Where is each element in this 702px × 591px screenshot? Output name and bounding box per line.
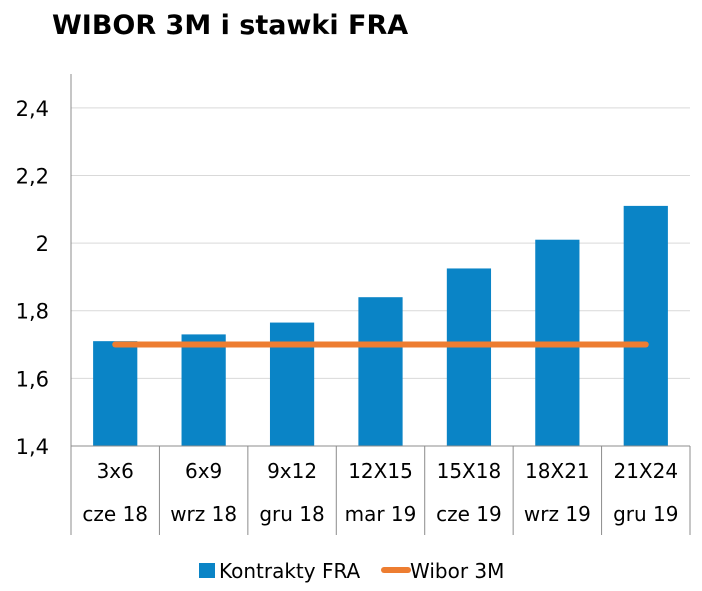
legend-label: Kontrakty FRA	[219, 559, 361, 583]
x-date-label: gru 18	[259, 502, 324, 526]
bar-series	[93, 205, 668, 446]
legend: Kontrakty FRA Wibor 3M	[199, 559, 504, 583]
bar	[358, 297, 403, 446]
bar	[181, 334, 226, 446]
y-tick-label: 2	[36, 232, 49, 256]
x-date-label: cze 19	[436, 502, 502, 526]
axes: 1,4 1,6 1,8 2 2,2 2,4 3x6 cze 18 6x9 wrz 18 9x12 gr…	[16, 74, 691, 535]
y-tick-label: 2,4	[16, 97, 49, 121]
legend-label: Wibor 3M	[410, 559, 504, 583]
y-tick-label: 1,8	[16, 300, 49, 324]
bar	[623, 205, 668, 446]
x-date-label: wrz 19	[524, 502, 591, 526]
x-category-label: 3x6	[97, 459, 134, 483]
chart-title: WIBOR 3M i stawki FRA	[52, 10, 409, 41]
x-category-label: 6x9	[185, 459, 222, 483]
x-category-label: 9x12	[267, 459, 317, 483]
legend-bar-swatch	[199, 563, 215, 578]
x-date-label: wrz 18	[170, 502, 237, 526]
y-tick-label: 1,4	[16, 435, 49, 459]
bar	[269, 322, 315, 446]
x-category-label: 15X18	[437, 459, 502, 483]
x-category-label: 12X15	[348, 459, 413, 483]
x-date-label: mar 19	[345, 502, 417, 526]
y-tick-label: 2,2	[16, 164, 49, 188]
x-category-label: 21X24	[613, 459, 678, 483]
bar	[446, 268, 492, 446]
x-date-label: cze 18	[82, 502, 148, 526]
x-category-label: 18X21	[525, 459, 590, 483]
y-tick-label: 1,6	[16, 367, 49, 391]
x-date-label: gru 19	[613, 502, 678, 526]
bar	[93, 341, 138, 446]
